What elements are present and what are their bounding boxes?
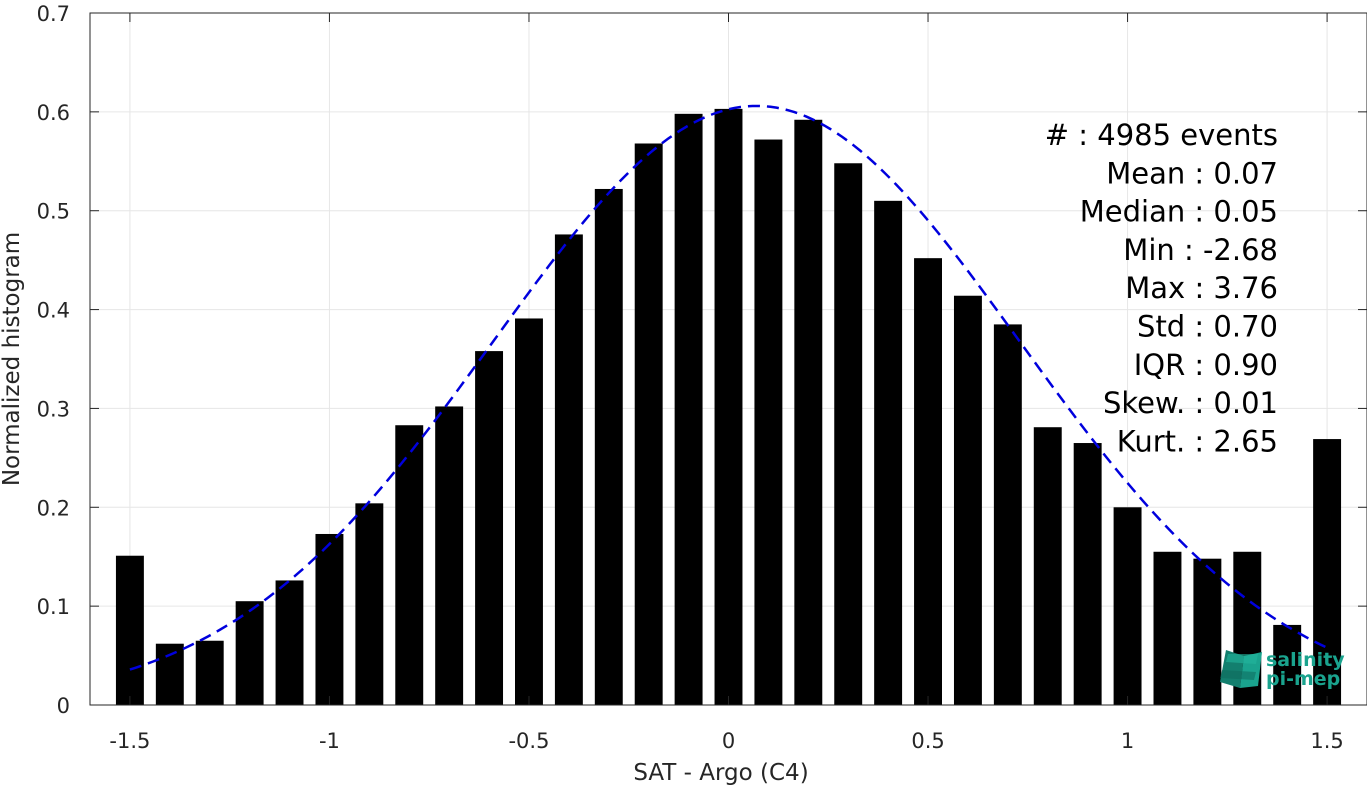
histogram-bar [634, 143, 663, 705]
axis-ticks [90, 12, 1367, 706]
histogram-bar [874, 200, 903, 706]
y-tick-labels: 0 0.1 0.2 0.3 0.4 0.5 0.6 0.7 [37, 2, 70, 718]
x-tick-label: -1 [319, 729, 340, 753]
histogram-bar [754, 139, 783, 706]
histogram-bar [315, 533, 344, 705]
histogram-bar [594, 188, 623, 706]
x-axis-label: SAT - Argo (C4) [633, 760, 808, 786]
x-tick-labels: -1.5 -1 -0.5 0 0.5 1 1.5 [109, 729, 1343, 753]
histogram-bar [475, 351, 504, 705]
histogram-bar [1073, 443, 1102, 705]
stats-line: Min : -2.68 [1123, 233, 1278, 267]
histogram-bar [1033, 427, 1062, 705]
histogram-bar [1273, 624, 1302, 705]
histogram-bar [515, 318, 543, 705]
histogram-bars [115, 108, 1342, 706]
x-tick-label: -1.5 [109, 729, 150, 753]
stats-line: Mean : 0.07 [1106, 156, 1278, 190]
histogram-bar [355, 503, 384, 705]
histogram-bar [155, 643, 184, 705]
stats-line: Std : 0.70 [1137, 310, 1278, 344]
stats-line: Kurt. : 2.65 [1117, 424, 1278, 458]
y-tick-label: 0.1 [37, 595, 70, 619]
histogram-bar [1313, 439, 1342, 705]
y-tick-label: 0.3 [37, 397, 70, 421]
logo-text-line2: pi-mep [1266, 668, 1340, 690]
histogram-bar [953, 295, 982, 705]
x-tick-label: 0 [722, 729, 735, 753]
histogram-bar [115, 555, 144, 705]
stats-line: Median : 0.05 [1080, 195, 1278, 229]
histogram-bar [554, 234, 583, 705]
histogram-bar [1153, 551, 1182, 705]
salinity-pimep-logo: salinity pi-mep [1220, 649, 1345, 690]
x-tick-label: 1 [1121, 729, 1134, 753]
x-tick-label: 1.5 [1310, 729, 1343, 753]
histogram-bar [395, 425, 424, 705]
histogram-bar [435, 406, 464, 705]
histogram-bar [914, 258, 942, 705]
y-tick-label: 0.5 [37, 200, 70, 224]
stats-annotation: # : 4985 events Mean : 0.07 Median : 0.05 M… [1045, 118, 1278, 458]
histogram-bar [195, 640, 224, 705]
y-tick-label: 0.7 [37, 2, 70, 26]
histogram-bar [275, 580, 304, 705]
gaussian-fit-curve [129, 104, 1328, 671]
stats-line: IQR : 0.90 [1134, 348, 1278, 382]
histogram-bar [794, 119, 823, 705]
y-tick-label: 0.2 [37, 496, 70, 520]
y-tick-label: 0 [57, 694, 70, 718]
stats-line: # : 4985 events [1045, 118, 1278, 152]
stats-line: Skew. : 0.01 [1103, 386, 1278, 420]
x-tick-label: 0.5 [911, 729, 944, 753]
histogram-bar [714, 108, 743, 706]
logo-mark-icon [1220, 650, 1262, 688]
stats-line: Max : 3.76 [1125, 271, 1278, 305]
y-tick-label: 0.6 [37, 101, 70, 125]
histogram-bar [1113, 507, 1142, 705]
histogram-bar [834, 163, 863, 705]
histogram-bar [674, 113, 703, 705]
x-tick-label: -0.5 [508, 729, 549, 753]
logo-text-line1: salinity [1266, 649, 1345, 671]
histogram-bar [993, 324, 1022, 705]
y-tick-label: 0.4 [37, 299, 70, 323]
histogram-bar [1193, 558, 1222, 705]
y-axis-label: Normalized histogram [0, 232, 25, 486]
